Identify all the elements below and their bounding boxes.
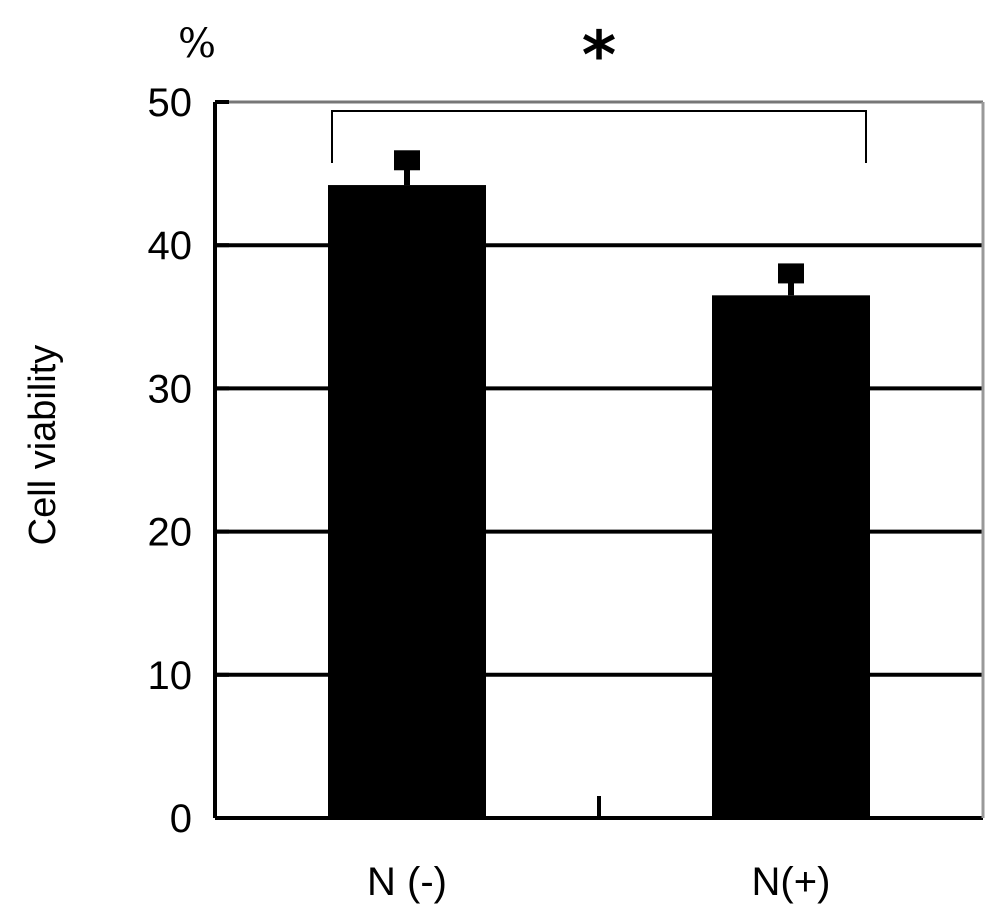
y-tick-labels: 0 10 20 30 40 50: [148, 81, 193, 841]
bars: [328, 185, 870, 818]
bar: [328, 185, 486, 818]
y-tick-label: 40: [148, 224, 193, 268]
y-tick-label: 30: [148, 367, 193, 411]
bar: [712, 295, 870, 818]
error-cap: [778, 263, 804, 284]
error-cap: [394, 150, 420, 171]
error-bars: [394, 150, 804, 296]
bracket-line: [331, 110, 867, 163]
y-tick-label: 20: [148, 511, 193, 555]
y-tick-label: 0: [170, 797, 192, 841]
y-tick-label: 50: [148, 81, 193, 125]
significance-marker: *: [582, 17, 617, 94]
significance-bracket: *: [331, 17, 867, 163]
x-category-label: N (-): [367, 860, 447, 904]
x-category-label: N(+): [752, 860, 831, 904]
y-axis-label: Cell viability: [22, 345, 64, 546]
x-category-labels: N (-) N(+): [367, 860, 830, 904]
y-tick-label: 10: [148, 654, 193, 698]
y-unit-label: %: [178, 21, 216, 67]
